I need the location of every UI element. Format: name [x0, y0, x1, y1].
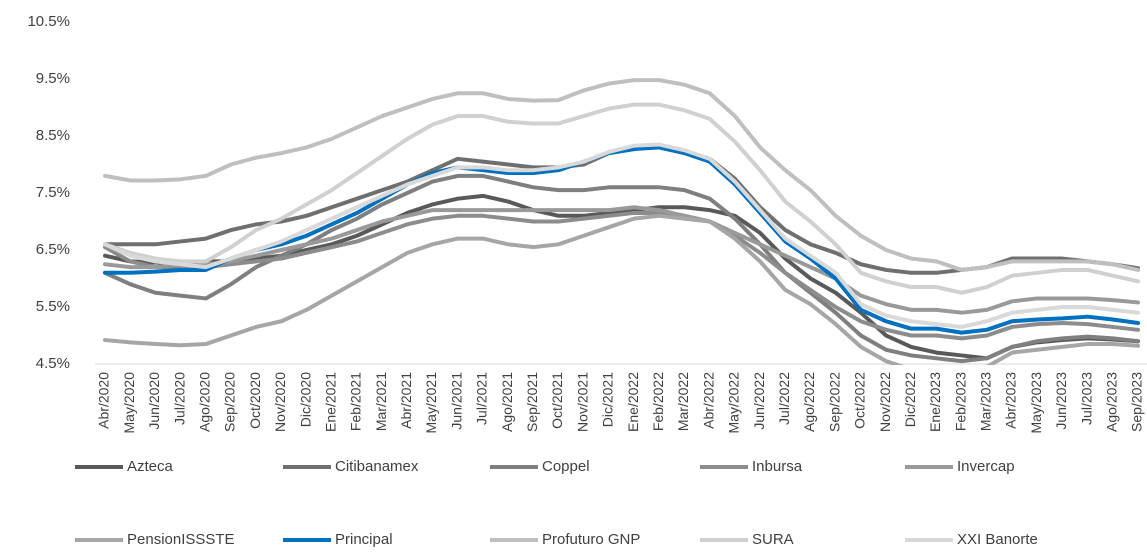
x-tick-label: Mar/2022: [675, 372, 691, 431]
legend-label: Principal: [335, 531, 393, 548]
x-tick-label: Abr/2023: [1003, 372, 1019, 429]
x-tick-label: Ago/2023: [1104, 372, 1120, 432]
x-tick-label: Sep/2021: [524, 372, 540, 432]
series-line: [103, 205, 1140, 315]
x-tick-label: May/2023: [1028, 372, 1044, 434]
plot-area: [103, 78, 1140, 365]
x-tick-label: Ago/2021: [499, 372, 515, 432]
x-tick-label: May/2022: [726, 372, 742, 434]
series-line: [103, 145, 1140, 335]
x-tick-label: Sep/2020: [222, 372, 238, 432]
legend-label: Invercap: [957, 458, 1015, 475]
legend-label: Inbursa: [752, 458, 803, 475]
series-line: [103, 78, 1140, 272]
y-tick-label: 9.5%: [36, 70, 70, 87]
legend-label: Azteca: [127, 458, 174, 475]
x-tick-label: Mar/2023: [978, 372, 994, 431]
legend-label: Citibanamex: [335, 458, 419, 475]
x-tick-label: Jul/2020: [171, 372, 187, 425]
x-tick-label: Jun/2021: [448, 372, 464, 430]
y-tick-label: 5.5%: [36, 298, 70, 315]
x-tick-label: Feb/2021: [348, 372, 364, 431]
x-tick-label: Nov/2020: [272, 372, 288, 432]
x-tick-label: Jun/2023: [1053, 372, 1069, 430]
x-tick-label: Dic/2020: [297, 372, 313, 427]
x-tick-label: Jul/2021: [474, 372, 490, 425]
x-tick-label: Abr/2022: [700, 372, 716, 429]
x-tick-label: May/2020: [121, 372, 137, 434]
x-tick-label: Jul/2023: [1078, 372, 1094, 425]
x-tick-label: Oct/2022: [852, 372, 868, 429]
x-tick-label: Ene/2022: [625, 372, 641, 432]
legend-label: SURA: [752, 531, 794, 548]
x-tick-label: Ago/2020: [196, 372, 212, 432]
y-tick-label: 8.5%: [36, 127, 70, 144]
x-tick-label: Ene/2021: [322, 372, 338, 432]
legend-label: PensionISSSTE: [127, 531, 235, 548]
legend-label: Profuturo GNP: [542, 531, 640, 548]
series-line: [103, 142, 1140, 329]
x-tick-label: Oct/2020: [247, 372, 263, 429]
x-tick-label: Sep/2022: [826, 372, 842, 432]
x-tick-label: Feb/2022: [650, 372, 666, 431]
series-line: [103, 210, 1140, 341]
x-tick-label: Feb/2023: [952, 372, 968, 431]
y-tick-label: 6.5%: [36, 241, 70, 258]
series-line: [103, 213, 1140, 365]
x-tick-label: Nov/2022: [877, 372, 893, 432]
x-tick-label: Mar/2021: [373, 372, 389, 431]
x-tick-label: Jun/2022: [751, 372, 767, 430]
x-tick-label: Abr/2020: [96, 372, 112, 429]
y-tick-label: 10.5%: [27, 13, 70, 30]
y-tick-label: 7.5%: [36, 184, 70, 201]
y-tick-label: 4.5%: [36, 355, 70, 372]
x-tick-label: Oct/2021: [549, 372, 565, 429]
x-tick-label: Dic/2022: [902, 372, 918, 427]
x-tick-label: Dic/2021: [600, 372, 616, 427]
x-tick-label: Abr/2021: [398, 372, 414, 429]
x-tick-label: Jul/2022: [776, 372, 792, 425]
x-tick-label: Nov/2021: [574, 372, 590, 432]
legend-label: XXI Banorte: [957, 531, 1038, 548]
series-line: [103, 102, 1140, 295]
x-tick-label: May/2021: [423, 372, 439, 434]
x-tick-label: Ago/2022: [801, 372, 817, 432]
legend-label: Coppel: [542, 458, 590, 475]
x-tick-label: Jun/2020: [146, 372, 162, 430]
x-tick-label: Ene/2023: [927, 372, 943, 432]
x-tick-label: Sep/2023: [1129, 372, 1145, 432]
